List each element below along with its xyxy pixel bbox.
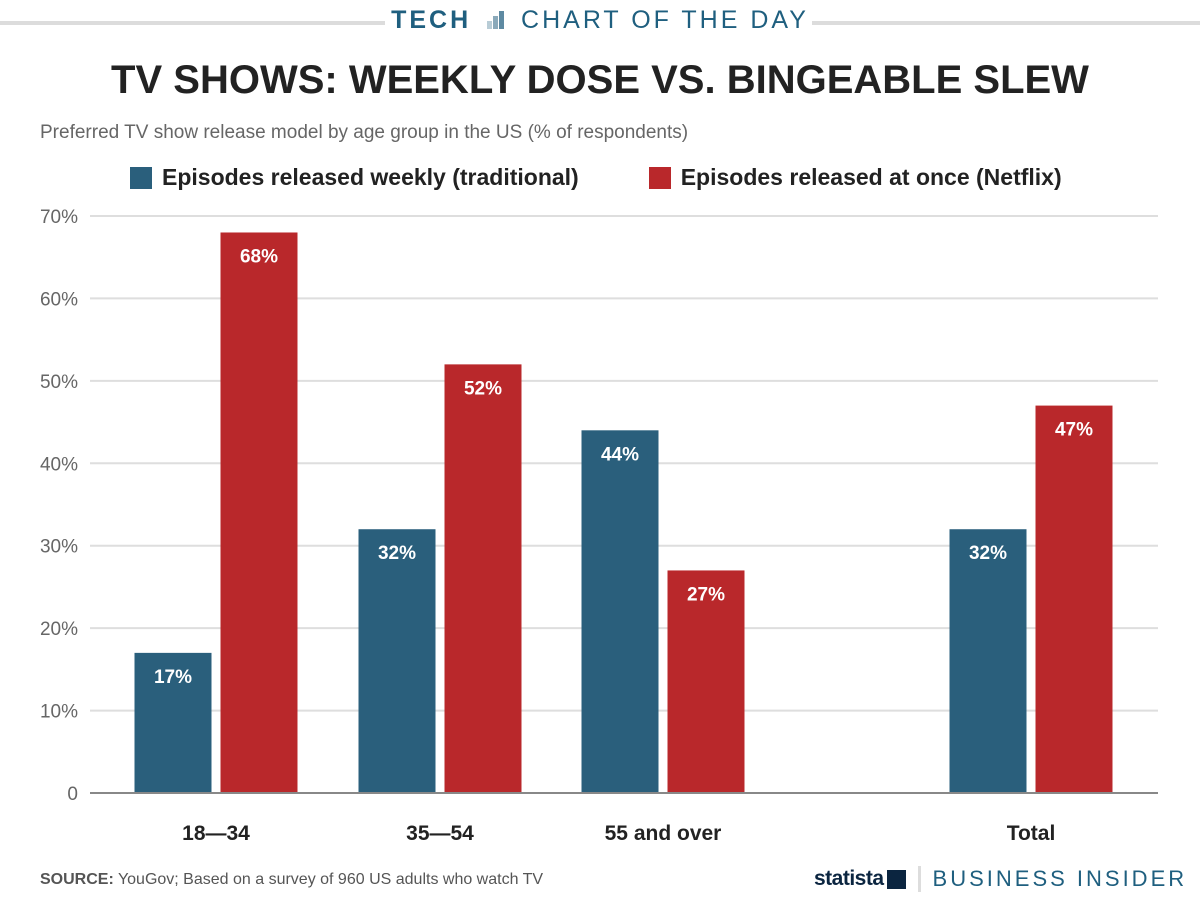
x-tick-label: 35—54 (406, 822, 474, 845)
y-tick-label: 10% (40, 702, 78, 723)
data-label: 27% (687, 584, 725, 605)
data-label: 44% (601, 444, 639, 465)
business-insider-logo: BUSINESS INSIDER (932, 866, 1188, 891)
bar (220, 232, 298, 793)
source-note: SOURCE: YouGov; Based on a survey of 960… (40, 871, 543, 889)
bar (444, 364, 522, 793)
legend-item-weekly: Episodes released weekly (traditional) (130, 164, 579, 191)
y-tick-label: 50% (40, 372, 78, 393)
data-label: 52% (464, 378, 502, 399)
y-tick-label: 0 (67, 784, 78, 805)
data-label: 32% (969, 543, 1007, 564)
chart-subtitle: Preferred TV show release model by age g… (40, 122, 689, 143)
divider (812, 21, 1200, 25)
data-label: 68% (240, 246, 278, 267)
y-tick-label: 20% (40, 619, 78, 640)
bar (134, 652, 212, 793)
divider (0, 21, 385, 25)
statista-logo-icon (886, 869, 906, 889)
divider (917, 866, 921, 892)
y-tick-label: 70% (40, 207, 78, 228)
x-tick-label: 55 and over (605, 822, 722, 845)
source-text: YouGov; Based on a survey of 960 US adul… (113, 871, 544, 888)
legend-label: Episodes released at once (Netflix) (680, 164, 1062, 190)
legend-item-at-once: Episodes released at once (Netflix) (648, 164, 1062, 191)
y-tick-label: 40% (40, 454, 78, 475)
legend-swatch (130, 166, 152, 189)
y-tick-label: 60% (40, 289, 78, 310)
logos: statista BUSINESS INSIDER (814, 866, 1187, 892)
kicker: TECH CHART OF THE DAY (0, 6, 1200, 35)
bar (1035, 405, 1113, 793)
bar (581, 430, 659, 793)
legend-swatch (648, 166, 671, 189)
legend-label: Episodes released weekly (traditional) (162, 164, 579, 190)
chart-title: TV SHOWS: WEEKLY DOSE VS. BINGEABLE SLEW (111, 58, 1089, 102)
x-tick-label: 18—34 (182, 822, 250, 845)
kicker-tech: TECH (391, 6, 472, 34)
bar (667, 570, 745, 793)
bar-chart-icon (487, 11, 505, 29)
statista-logo: statista (814, 867, 884, 890)
x-tick-label: Total (1007, 822, 1056, 845)
data-label: 17% (154, 667, 192, 688)
y-tick-label: 30% (40, 537, 78, 558)
source-label: SOURCE: (40, 871, 114, 888)
data-label: 32% (378, 543, 416, 564)
bar (358, 529, 436, 793)
kicker-text: CHART OF THE DAY (521, 6, 809, 34)
bar (949, 529, 1027, 793)
data-label: 47% (1055, 420, 1093, 441)
legend: Episodes released weekly (traditional) E… (130, 164, 1062, 191)
